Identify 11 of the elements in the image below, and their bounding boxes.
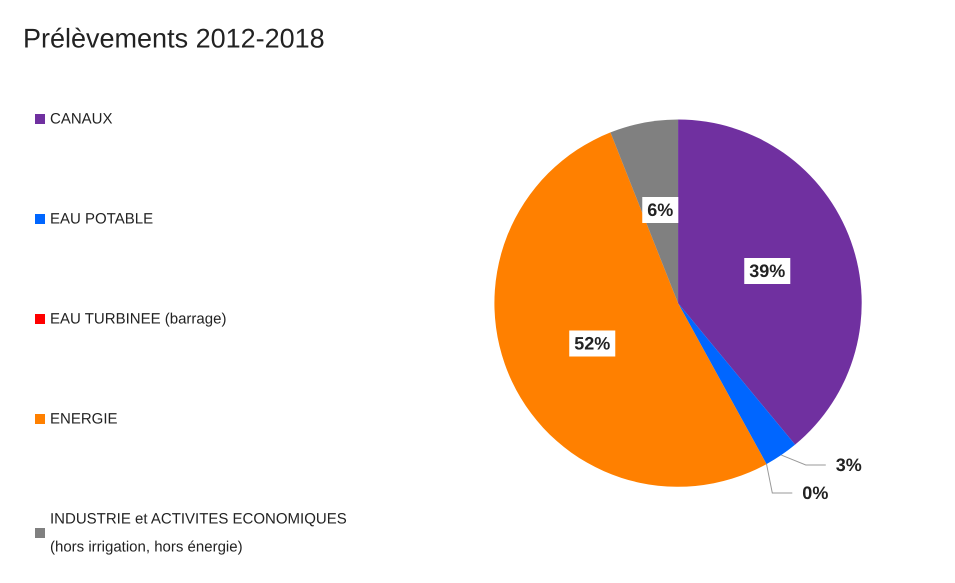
data-label: 52% xyxy=(574,334,610,354)
data-label: 6% xyxy=(647,200,674,220)
data-label: 3% xyxy=(836,454,862,475)
chart-title: Prélèvements 2012-2018 xyxy=(23,24,325,54)
legend-label: CANAUX xyxy=(50,110,113,128)
legend-label: EAU TURBINEE (barrage) xyxy=(50,310,226,328)
legend-label: EAU POTABLE xyxy=(50,210,154,228)
data-label: 39% xyxy=(749,261,786,282)
legend-label: INDUSTRIE et ACTIVITES ECONOMIQUES (hors irrigation, hors énergie) xyxy=(50,510,351,556)
legend-label: ENERGIE xyxy=(50,410,118,428)
text: 0% xyxy=(802,482,828,503)
